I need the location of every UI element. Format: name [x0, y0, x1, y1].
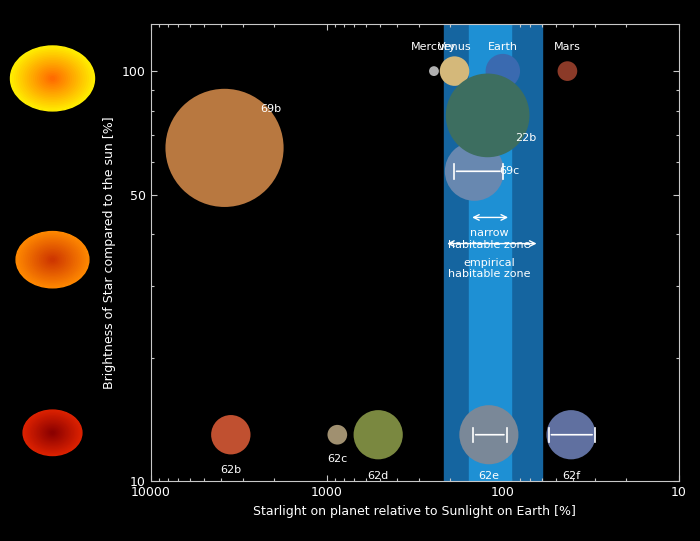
Text: empirical
habitable zone: empirical habitable zone	[447, 258, 530, 280]
Point	[566, 431, 577, 439]
Text: Mercury: Mercury	[412, 42, 456, 51]
Text: 62b: 62b	[220, 465, 241, 476]
Point	[225, 431, 237, 439]
Bar	[444, 24, 542, 481]
Point	[497, 67, 508, 75]
Point	[469, 167, 480, 176]
Text: Mars: Mars	[554, 42, 581, 51]
Text: Venus: Venus	[438, 42, 471, 51]
Y-axis label: Brightness of Star compared to the sun [%]: Brightness of Star compared to the sun […	[103, 117, 116, 389]
Text: 62f: 62f	[562, 471, 580, 481]
Point	[482, 111, 493, 120]
Text: 62d: 62d	[368, 471, 388, 481]
Point	[428, 67, 440, 75]
Bar	[469, 24, 511, 481]
Point	[219, 143, 230, 152]
Point	[372, 431, 384, 439]
Point	[332, 431, 343, 439]
Point	[483, 431, 494, 439]
Text: narrow
habitable zone: narrow habitable zone	[447, 228, 530, 250]
X-axis label: Starlight on planet relative to Sunlight on Earth [%]: Starlight on planet relative to Sunlight…	[253, 505, 576, 518]
Text: 62c: 62c	[327, 454, 347, 464]
Text: 69b: 69b	[260, 104, 282, 114]
Point	[562, 67, 573, 75]
Text: 22b: 22b	[515, 133, 537, 143]
Text: 69c: 69c	[499, 166, 519, 176]
Point	[449, 67, 460, 75]
Text: 62e: 62e	[478, 471, 499, 481]
Text: Earth: Earth	[488, 42, 518, 51]
